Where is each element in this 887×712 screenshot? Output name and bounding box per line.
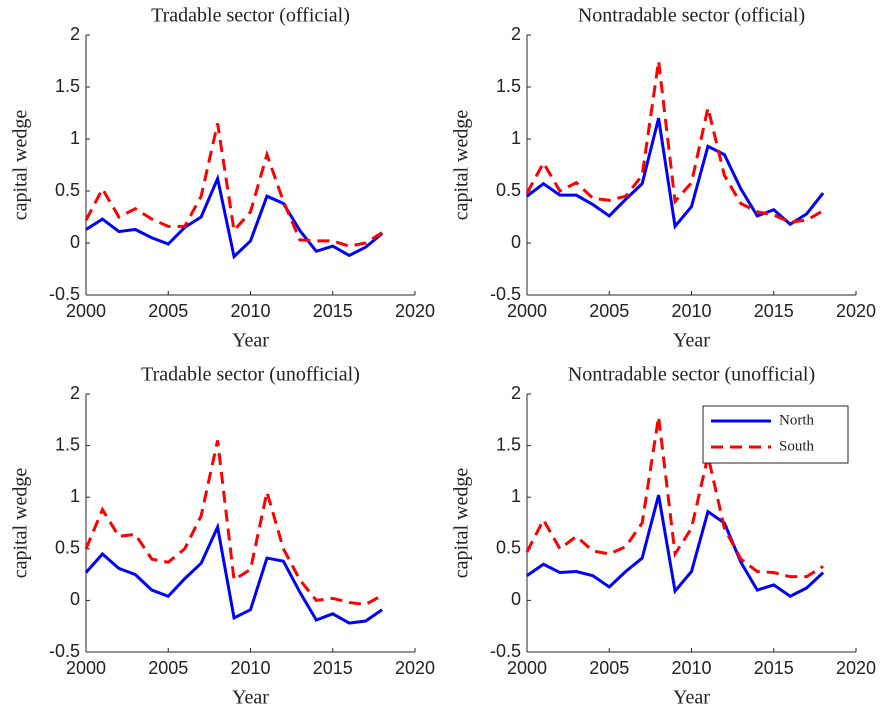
y-tick-label: 1.5 [496, 76, 521, 96]
series-line [525, 60, 824, 224]
y-tick-label: 2 [70, 383, 80, 403]
x-tick-label: 2010 [230, 658, 270, 678]
y-tick-label: 1 [511, 486, 521, 506]
x-axis-label: Year [673, 687, 710, 709]
x-tick-label: 2000 [66, 658, 106, 678]
x-tick-label: 2010 [671, 301, 711, 321]
legend-label: North [779, 412, 814, 428]
x-tick-label: 2000 [66, 301, 106, 321]
y-axis-label: capital wedge [451, 110, 473, 221]
x-tick-label: 2005 [148, 658, 188, 678]
y-tick-label: -0.5 [49, 641, 80, 661]
x-tick-label: 2020 [836, 658, 876, 678]
series-line [84, 522, 383, 625]
y-tick-label: 0.5 [55, 180, 80, 200]
chart-title: Tradable sector (official) [151, 5, 350, 27]
y-tick-label: 2 [70, 24, 80, 44]
x-tick-label: 2005 [589, 658, 629, 678]
x-axis-label: Year [232, 330, 269, 352]
x-tick-label: 2015 [754, 658, 794, 678]
y-tick-label: 0 [511, 232, 521, 252]
x-tick-label: 2015 [754, 301, 794, 321]
y-tick-label: 0 [70, 589, 80, 609]
series-line [526, 117, 825, 230]
y-tick-label: 0.5 [496, 538, 521, 558]
x-tick-label: 2015 [313, 301, 353, 321]
y-tick-label: 2 [511, 383, 521, 403]
y-tick-label: 0 [70, 232, 80, 252]
x-tick-label: 2000 [507, 301, 547, 321]
y-axis-label: capital wedge [10, 468, 32, 579]
y-tick-label: 2 [511, 24, 521, 44]
y-tick-label: 0.5 [496, 180, 521, 200]
legend-box [702, 405, 849, 464]
y-tick-label: -0.5 [490, 641, 521, 661]
x-axis-label: Year [673, 330, 710, 352]
legend-label: South [779, 438, 815, 454]
y-tick-label: -0.5 [49, 284, 80, 304]
chart-title: Nontradable sector (official) [578, 5, 805, 27]
series-line [84, 440, 383, 607]
x-axis-label: Year [232, 687, 269, 709]
chart-title: Nontradable sector (unofficial) [568, 364, 815, 386]
x-tick-label: 2010 [671, 658, 711, 678]
y-tick-label: 0.5 [55, 538, 80, 558]
series-line [526, 494, 825, 599]
x-tick-label: 2000 [507, 658, 547, 678]
y-tick-label: 1.5 [55, 434, 80, 454]
x-tick-label: 2010 [230, 301, 270, 321]
y-tick-label: 1.5 [496, 434, 521, 454]
y-axis-label: capital wedge [10, 110, 32, 221]
series-line [84, 123, 383, 248]
y-axis-label: capital wedge [451, 468, 473, 579]
x-tick-label: 2005 [589, 301, 629, 321]
x-tick-label: 2020 [395, 301, 435, 321]
x-tick-label: 2015 [313, 658, 353, 678]
y-tick-label: -0.5 [490, 284, 521, 304]
x-tick-label: 2020 [395, 658, 435, 678]
x-tick-label: 2005 [148, 301, 188, 321]
chart-title: Tradable sector (unofficial) [141, 364, 360, 386]
y-tick-label: 0 [511, 589, 521, 609]
x-tick-label: 2020 [836, 301, 876, 321]
y-tick-label: 1 [511, 128, 521, 148]
y-tick-label: 1 [70, 128, 80, 148]
y-tick-label: 1.5 [55, 76, 80, 96]
y-tick-label: 1 [70, 486, 80, 506]
series-line [525, 416, 824, 579]
series-line [85, 173, 384, 260]
